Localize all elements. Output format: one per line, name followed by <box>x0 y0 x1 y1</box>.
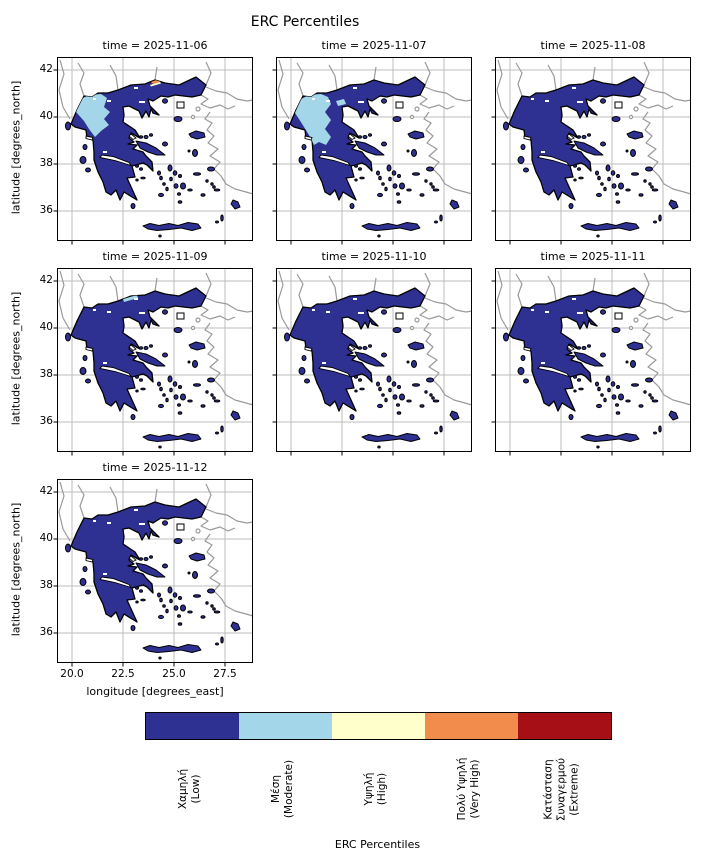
y-tick-label: 38 <box>39 157 53 169</box>
colorbar-segment-low <box>146 713 239 739</box>
colorbar <box>145 712 612 740</box>
neighbor-country-borders <box>58 59 254 195</box>
figure-title: ERC Percentiles <box>250 14 360 30</box>
x-tick-label: 22.5 <box>111 668 135 680</box>
colorbar-category-label: Υψηλή (High) <box>362 772 388 806</box>
neighbor-country-borders <box>58 270 254 406</box>
colorbar-segment-extreme <box>518 713 611 739</box>
colorbar-segment-moderate <box>239 713 332 739</box>
facet-title: time = 2025-11-08 <box>540 39 646 52</box>
mainland-greece <box>70 287 207 412</box>
greece-map <box>272 57 473 245</box>
y-tick-label: 40 <box>39 532 53 544</box>
y-axis-label: latitude [degrees_north] <box>9 502 23 637</box>
greek-islands <box>65 520 241 660</box>
colorbar-category-label: Κατάσταση Συναγερμού (Extreme) <box>542 757 580 821</box>
facet-title: time = 2025-11-12 <box>102 461 208 474</box>
colorbar-category-label: Χαμηλή (Low) <box>176 768 202 810</box>
x-tick-label: 27.5 <box>213 668 237 680</box>
greece-map <box>491 268 692 456</box>
facet-title: time = 2025-11-11 <box>540 250 646 263</box>
map-panel-2025-11-12 <box>53 479 254 667</box>
greece-map <box>491 57 692 245</box>
facet-title: time = 2025-11-09 <box>102 250 208 263</box>
x-tick-label: 25.0 <box>162 668 186 680</box>
facet-title: time = 2025-11-10 <box>321 250 427 263</box>
y-tick-label: 42 <box>39 63 53 75</box>
neighbor-country-borders <box>58 481 254 617</box>
mainland-greece <box>289 287 426 412</box>
greece-map <box>53 57 254 245</box>
map-panel-2025-11-06 <box>53 57 254 245</box>
y-tick-label: 40 <box>39 321 53 333</box>
y-tick-label: 42 <box>39 485 53 497</box>
y-tick-label: 38 <box>39 579 53 591</box>
facet-title: time = 2025-11-06 <box>102 39 208 52</box>
greek-islands <box>65 309 241 449</box>
greek-islands <box>284 309 460 449</box>
neighbor-country-borders <box>277 59 473 195</box>
greece-map <box>53 479 254 667</box>
greek-islands <box>65 98 241 238</box>
greece-map <box>272 268 473 456</box>
greek-islands <box>503 98 679 238</box>
y-tick-label: 40 <box>39 110 53 122</box>
colorbar-segment-high <box>332 713 425 739</box>
colorbar-axis-label: ERC Percentiles <box>334 838 421 851</box>
colorbar-category-label: Μέση (Moderate) <box>269 759 295 819</box>
neighbor-country-borders <box>277 270 473 406</box>
mainland-greece <box>70 498 207 623</box>
y-axis-label: latitude [degrees_north] <box>9 291 23 426</box>
neighbor-country-borders <box>496 270 692 406</box>
colorbar-category-label: Πολύ Υψηλή (Very High) <box>455 757 481 821</box>
greek-islands <box>284 98 460 238</box>
map-panel-2025-11-08 <box>491 57 692 245</box>
greece-map <box>53 268 254 456</box>
greek-islands <box>503 309 679 449</box>
y-tick-label: 36 <box>39 415 53 427</box>
map-panel-2025-11-10 <box>272 268 473 456</box>
facet-title: time = 2025-11-07 <box>321 39 427 52</box>
colorbar-segment-very-high <box>425 713 518 739</box>
neighbor-country-borders <box>496 59 692 195</box>
percentile-overlays <box>295 94 346 145</box>
mainland-greece <box>508 287 645 412</box>
map-panel-2025-11-09 <box>53 268 254 456</box>
percentile-overlays <box>123 295 138 302</box>
x-axis-label: longitude [degrees_east] <box>86 685 224 698</box>
map-panel-2025-11-11 <box>491 268 692 456</box>
mainland-greece <box>508 76 645 201</box>
y-axis-label: latitude [degrees_north] <box>9 80 23 215</box>
y-tick-label: 38 <box>39 368 53 380</box>
map-panel-2025-11-07 <box>272 57 473 245</box>
y-tick-label: 42 <box>39 274 53 286</box>
x-tick-label: 20.0 <box>60 668 84 680</box>
y-tick-label: 36 <box>39 626 53 638</box>
y-tick-label: 36 <box>39 204 53 216</box>
